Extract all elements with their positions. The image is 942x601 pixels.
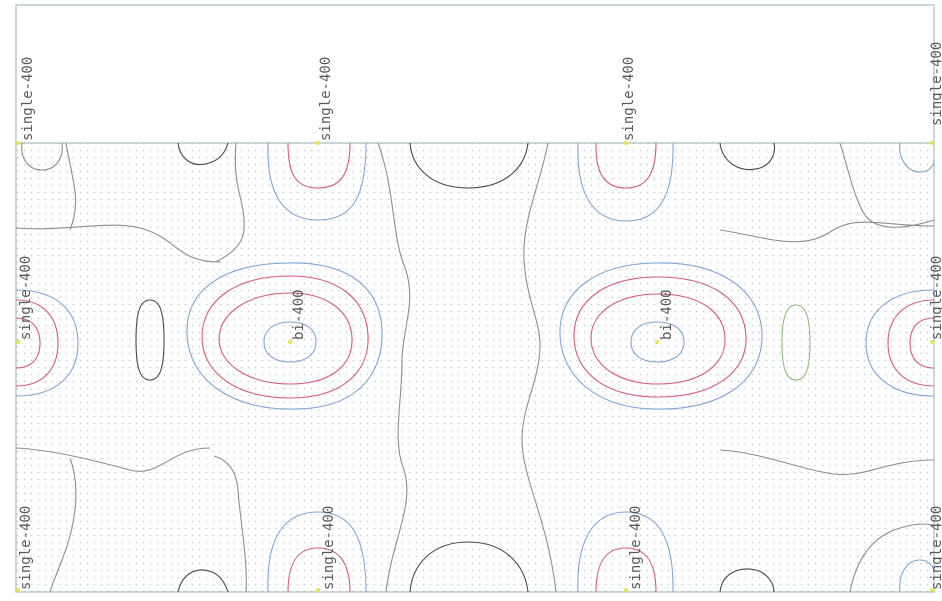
contour-line [377,143,411,592]
contour-line [213,455,247,592]
marker-point [930,141,934,145]
label-bi-right: bi-400 [659,289,675,340]
contour-line [186,262,383,410]
contour-line [719,143,776,170]
contour-line [719,568,775,592]
label-single-top-4: single-400 [929,42,942,126]
contour-line [49,457,77,592]
label-single-mid-left: single-400 [18,256,34,340]
contour-line [201,275,369,399]
contour-line [781,304,811,381]
contour-line [909,317,934,369]
contour-line [630,321,685,363]
label-single-bot-2: single-400 [321,506,337,590]
label-single-mid-right: single-400 [929,256,942,340]
label-single-top-3: single-400 [621,57,637,141]
bi-right-contours [559,262,763,410]
contour-line [887,299,934,387]
contour-line [16,289,79,397]
small-oval-contours [135,299,811,381]
contour-line [16,299,59,387]
point-labels: single-400 single-400 single-400 single-… [18,42,942,590]
contour-line [719,221,934,243]
contour-line [135,299,165,381]
contour-line [287,547,351,592]
contour-line [573,276,747,398]
contour-line [595,143,657,189]
contour-line [218,292,353,385]
contour-line [16,317,41,369]
marker-point [16,340,20,344]
contour-line [590,293,726,385]
contour-line [16,224,221,263]
contour-line [65,143,77,231]
marker-point [16,141,20,145]
label-single-bot-3: single-400 [628,506,644,590]
marker-point [624,141,628,145]
contour-line [865,289,934,397]
contour-line [849,523,934,592]
bi-left-contours [186,262,383,410]
contour-line [267,143,367,221]
contour-line [559,262,763,410]
top-single-contours [21,143,934,222]
marker-point [316,141,320,145]
label-single-top-2: single-400 [318,57,334,141]
label-bi-left: bi-400 [291,289,307,340]
contour-line [839,143,934,228]
bottom-single-contours [177,511,934,592]
contour-line [719,449,934,476]
contour-line [409,541,529,592]
contour-line [21,143,63,171]
contour-line [521,143,557,592]
contour-line [577,511,674,592]
marker-point [624,588,628,592]
marker-point [16,588,20,592]
marker-point [288,340,292,344]
contour-line [215,143,245,263]
marker-point [930,588,934,592]
contour-line [899,143,934,173]
marker-point [655,340,659,344]
label-single-top-1: single-400 [20,57,36,141]
contour-line [577,143,674,222]
contour-line [409,143,529,189]
label-single-bot-4: single-400 [929,506,942,590]
contour-line [16,447,211,472]
contour-line [595,547,657,592]
contour-line [177,569,229,592]
contour-line [287,143,351,189]
label-single-bot-1: single-400 [18,506,34,590]
contour-line [267,511,367,592]
marker-point [930,340,934,344]
point-markers [16,141,934,592]
contour-line [899,559,934,592]
wavy-contours [16,143,934,592]
contour-line [263,321,317,363]
edge-single-contours [16,289,934,397]
marker-point [316,588,320,592]
dot-grid-field [16,143,934,592]
contour-line [177,143,229,166]
